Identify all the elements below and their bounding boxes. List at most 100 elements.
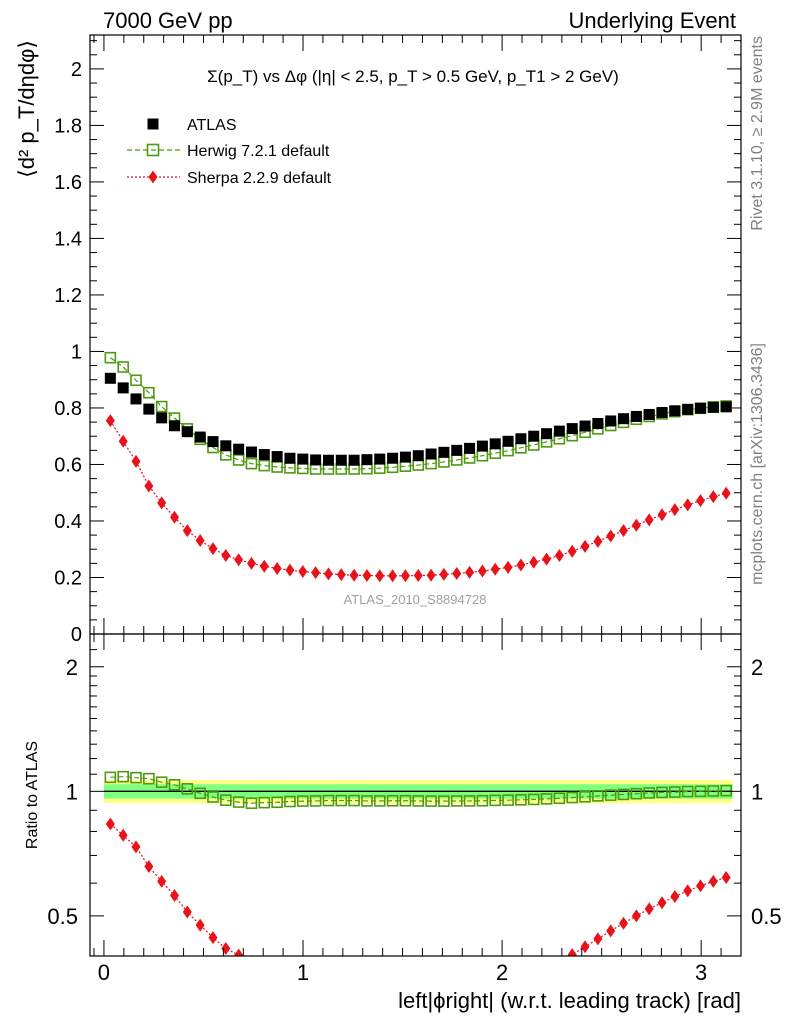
atlas-point <box>284 452 296 464</box>
herwig-point <box>155 400 168 413</box>
ratio-herwig-point <box>130 771 142 784</box>
main-ytick-label: 1.2 <box>54 285 82 307</box>
atlas-point <box>271 451 283 463</box>
ratio-sherpa-point <box>670 889 680 903</box>
sherpa-point <box>593 534 603 548</box>
ratio-ytick-label-right: 1 <box>751 779 763 804</box>
sherpa-point <box>631 518 641 532</box>
herwig-point <box>245 457 258 470</box>
sherpa-point <box>554 548 564 562</box>
ratio-herwig-point <box>463 795 476 807</box>
legend-sherpa-label: Sherpa 2.2.9 default <box>187 170 332 187</box>
ratio-herwig-point <box>527 793 540 806</box>
main-ytick-label: 0.6 <box>54 454 82 476</box>
ratio-ytick-label: 0.5 <box>47 904 78 929</box>
ratio-sherpa-point <box>273 964 282 977</box>
ratio-sherpa-point <box>657 896 667 910</box>
atlas-point <box>220 440 232 452</box>
ratio-herwig-point <box>181 783 194 795</box>
ratio-sherpa-point <box>170 889 180 903</box>
ratio-sherpa-point <box>696 879 706 893</box>
sherpa-point <box>465 565 475 579</box>
atlas-point <box>169 420 181 432</box>
atlas-point <box>553 425 565 437</box>
ratio-sherpa-point <box>285 967 294 980</box>
sherpa-point <box>208 542 218 556</box>
ratio-sherpa-point <box>131 840 141 854</box>
sherpa-point <box>413 569 423 583</box>
atlas-point <box>515 433 527 445</box>
sherpa-point <box>426 568 436 582</box>
mcplots-reference-label: mcplots.cern.ch [arXiv:1306.3436] <box>749 343 766 585</box>
main-ytick-label: 0.2 <box>54 567 82 589</box>
ratio-sherpa-point <box>683 884 693 898</box>
sherpa-point <box>157 496 167 510</box>
ratio-herwig-point <box>271 796 283 809</box>
ratio-herwig-point <box>412 795 425 807</box>
herwig-point <box>220 449 232 461</box>
ratio-herwig-point <box>540 793 553 805</box>
atlas-point <box>605 415 617 427</box>
atlas-point <box>181 426 193 438</box>
main-series-group <box>104 351 732 583</box>
ratio-sherpa-point <box>542 962 551 975</box>
atlas-point <box>707 401 719 413</box>
main-ylabel: ⟨d² p_T/dηdφ⟩ <box>14 40 39 178</box>
atlas-point <box>156 412 168 424</box>
ratio-sherpa-point <box>260 960 269 973</box>
ratio-sherpa-point <box>375 982 384 995</box>
ratio-herwig-point <box>681 785 694 798</box>
sherpa-point <box>336 568 346 582</box>
atlas-point <box>258 449 270 461</box>
herwig-point <box>130 374 142 387</box>
sherpa-point <box>285 563 295 577</box>
sherpa-point <box>606 529 616 543</box>
sherpa-point <box>503 560 513 574</box>
sherpa-point <box>696 494 706 508</box>
sherpa-point <box>131 454 141 468</box>
sherpa-point <box>195 533 205 547</box>
sherpa-point <box>490 562 500 576</box>
atlas-point <box>502 435 514 447</box>
atlas-point <box>528 430 540 442</box>
ratio-herwig-point <box>168 779 181 791</box>
ratio-herwig-point <box>502 794 514 806</box>
ratio-herwig-point <box>335 794 348 807</box>
ratio-sherpa-point <box>324 976 333 989</box>
ratio-sherpa-point <box>580 940 590 954</box>
sherpa-point <box>375 569 385 583</box>
sherpa-point <box>439 567 449 581</box>
sherpa-point <box>298 565 308 579</box>
ratio-herwig-point <box>258 796 271 809</box>
sherpa-point <box>657 508 667 522</box>
sherpa-point <box>452 567 462 581</box>
ratio-sherpa-point <box>337 978 346 991</box>
atlas-point <box>412 450 424 462</box>
ratio-sherpa-point <box>593 932 603 946</box>
ratio-herwig-point <box>348 794 360 807</box>
sherpa-point <box>362 569 372 583</box>
ratio-sherpa-point <box>708 874 718 888</box>
atlas-point <box>464 442 476 454</box>
legend-atlas-marker <box>147 118 159 130</box>
ratio-herwig-line <box>110 776 727 804</box>
ratio-herwig-point <box>373 795 386 807</box>
ratio-sherpa-point <box>529 967 538 980</box>
atlas-point <box>669 405 681 417</box>
sherpa-point <box>388 569 398 583</box>
herwig-point <box>489 447 502 459</box>
ratio-herwig-point <box>566 791 579 804</box>
ratio-xtick-label: 1 <box>297 960 309 985</box>
sherpa-point <box>349 568 359 582</box>
herwig-point <box>104 351 117 364</box>
atlas-point <box>322 454 334 466</box>
ratio-sherpa-point <box>644 902 654 916</box>
analysis-watermark: ATLAS_2010_S8894728 <box>344 592 487 607</box>
atlas-point <box>245 446 257 458</box>
ratio-sherpa-point <box>721 871 731 885</box>
ratio-sherpa-point <box>234 948 244 956</box>
ratio-xtick-label: 3 <box>695 960 707 985</box>
ratio-herwig-point <box>220 794 232 806</box>
ratio-herwig-point <box>438 795 450 807</box>
sherpa-point <box>221 548 231 562</box>
